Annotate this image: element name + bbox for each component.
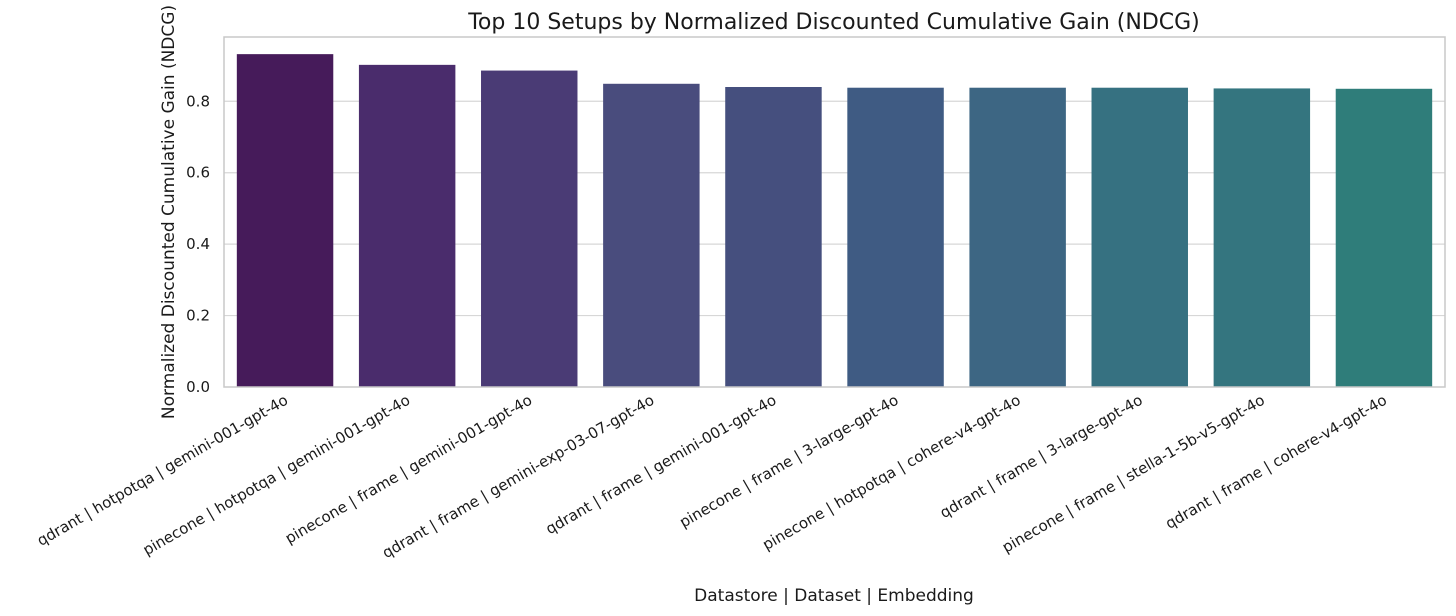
bar <box>847 87 944 387</box>
y-tick-label: 0.0 <box>186 378 210 396</box>
x-tick-label: qdrant | frame | gemini-exp-03-07-gpt-4o <box>379 391 657 562</box>
x-tick-label: pinecone | frame | 3-large-gpt-4o <box>676 391 901 531</box>
y-axis-label: Normalized Discounted Cumulative Gain (N… <box>159 5 179 419</box>
x-tick-label: pinecone | hotpotqa | cohere-v4-gpt-4o <box>759 391 1023 554</box>
x-tick-label: qdrant | frame | 3-large-gpt-4o <box>937 391 1146 522</box>
bar <box>603 83 700 388</box>
x-axis-label: Datastore | Dataset | Embedding <box>694 586 974 606</box>
x-tick-label: pinecone | hotpotqa | gemini-001-gpt-4o <box>140 391 413 559</box>
x-tick-label: pinecone | frame | gemini-001-gpt-4o <box>282 391 535 548</box>
bar <box>725 87 822 387</box>
x-tick-label: qdrant | frame | cohere-v4-gpt-4o <box>1162 391 1390 533</box>
plot-frame <box>223 36 1446 388</box>
y-tick-label: 0.8 <box>186 92 210 110</box>
bar <box>1335 88 1433 388</box>
y-tick-label: 0.2 <box>186 307 210 325</box>
x-tick-labels: qdrant | hotpotqa | gemini-001-gpt-4opin… <box>34 391 1390 562</box>
bars <box>236 54 1433 388</box>
bar <box>358 64 456 387</box>
chart-title: Top 10 Setups by Normalized Discounted C… <box>467 10 1200 35</box>
bar <box>481 70 578 388</box>
y-tick-label: 0.6 <box>186 164 210 182</box>
bar <box>1213 88 1311 387</box>
bar <box>969 87 1066 387</box>
bar <box>1091 87 1188 387</box>
y-tick-labels: 0.0 0.2 0.4 0.6 0.8 <box>186 92 210 396</box>
x-tick-label: qdrant | frame | gemini-001-gpt-4o <box>543 391 780 538</box>
y-tick-label: 0.4 <box>186 235 210 253</box>
x-tick-label: pinecone | frame | stella-1-5b-v5-gpt-4o <box>999 391 1268 557</box>
bar <box>236 54 334 388</box>
